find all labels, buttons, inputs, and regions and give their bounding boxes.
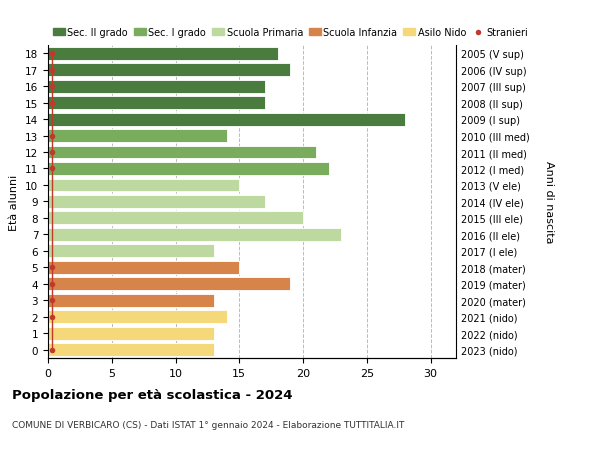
Bar xyxy=(48,196,265,208)
Bar xyxy=(48,179,239,192)
Bar xyxy=(48,48,277,61)
Text: COMUNE DI VERBICARO (CS) - Dati ISTAT 1° gennaio 2024 - Elaborazione TUTTITALIA.: COMUNE DI VERBICARO (CS) - Dati ISTAT 1°… xyxy=(12,420,404,429)
Bar xyxy=(48,229,341,241)
Bar xyxy=(48,212,303,225)
Bar xyxy=(48,97,265,110)
Bar xyxy=(48,261,239,274)
Text: Popolazione per età scolastica - 2024: Popolazione per età scolastica - 2024 xyxy=(12,388,293,401)
Bar xyxy=(48,327,214,340)
Bar xyxy=(48,146,316,159)
Bar xyxy=(48,81,265,93)
Bar xyxy=(48,294,214,307)
Bar xyxy=(48,162,329,175)
Bar xyxy=(48,130,227,143)
Bar xyxy=(48,311,227,323)
Bar xyxy=(48,343,214,356)
Y-axis label: Età alunni: Età alunni xyxy=(10,174,19,230)
Legend: Sec. II grado, Sec. I grado, Scuola Primaria, Scuola Infanzia, Asilo Nido, Stran: Sec. II grado, Sec. I grado, Scuola Prim… xyxy=(53,28,529,38)
Bar xyxy=(48,64,290,77)
Bar xyxy=(48,278,290,291)
Bar xyxy=(48,113,405,126)
Bar xyxy=(48,245,214,257)
Y-axis label: Anni di nascita: Anni di nascita xyxy=(544,161,554,243)
